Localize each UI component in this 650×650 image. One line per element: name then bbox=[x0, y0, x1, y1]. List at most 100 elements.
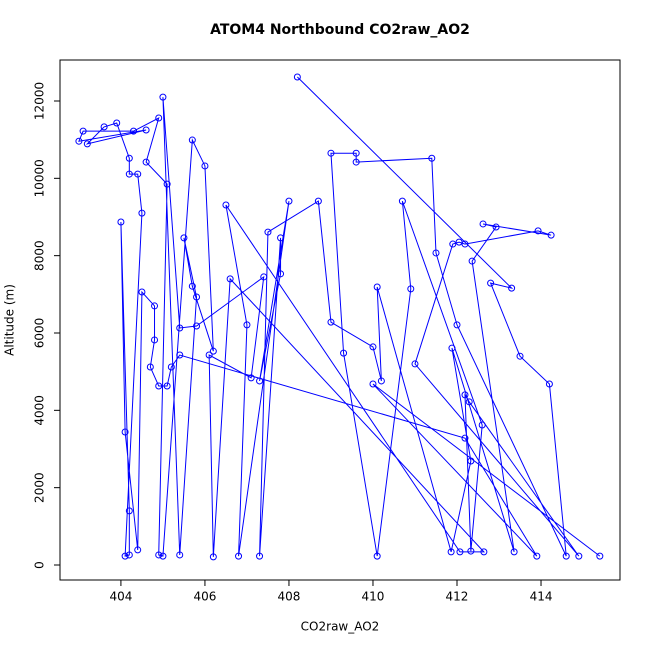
point bbox=[176, 551, 184, 559]
point bbox=[113, 119, 121, 127]
point bbox=[125, 170, 133, 178]
point bbox=[277, 270, 285, 278]
point bbox=[163, 382, 171, 390]
point bbox=[142, 158, 150, 166]
point bbox=[277, 234, 285, 242]
point bbox=[407, 285, 415, 293]
point bbox=[138, 288, 146, 296]
point bbox=[176, 351, 184, 359]
y-tick-label: 6000 bbox=[33, 318, 47, 349]
point bbox=[508, 284, 516, 292]
point bbox=[432, 249, 440, 257]
point bbox=[492, 223, 500, 231]
point bbox=[467, 547, 475, 555]
point bbox=[188, 136, 196, 144]
point bbox=[285, 197, 293, 205]
y-tick-label: 2000 bbox=[33, 472, 47, 503]
point bbox=[327, 149, 335, 157]
point bbox=[151, 302, 159, 310]
x-axis-label: CO2raw_AO2 bbox=[301, 620, 380, 634]
point bbox=[75, 137, 83, 145]
point bbox=[545, 380, 553, 388]
point bbox=[201, 162, 209, 170]
point bbox=[453, 321, 461, 329]
point bbox=[352, 158, 360, 166]
point bbox=[205, 351, 213, 359]
point bbox=[256, 552, 264, 560]
point bbox=[340, 349, 348, 357]
y-tick-label: 10000 bbox=[33, 159, 47, 197]
x-tick-label: 404 bbox=[109, 590, 132, 604]
chart-title: ATOM4 Northbound CO2raw_AO2 bbox=[210, 22, 470, 38]
point bbox=[468, 257, 476, 265]
point bbox=[256, 377, 264, 385]
point bbox=[352, 149, 360, 157]
x-tick-label: 406 bbox=[193, 590, 216, 604]
point bbox=[478, 421, 486, 429]
x-tick-label: 410 bbox=[362, 590, 385, 604]
x-tick-label: 414 bbox=[530, 590, 553, 604]
point bbox=[373, 552, 381, 560]
point bbox=[447, 548, 455, 556]
point bbox=[79, 127, 87, 135]
point bbox=[209, 553, 217, 561]
point bbox=[121, 428, 129, 436]
y-axis-label: Altitude (m) bbox=[3, 284, 17, 356]
point bbox=[151, 336, 159, 344]
point bbox=[534, 227, 542, 235]
point bbox=[398, 197, 406, 205]
point bbox=[510, 548, 518, 556]
point bbox=[411, 360, 419, 368]
point bbox=[243, 321, 251, 329]
point bbox=[293, 73, 301, 81]
y-tick-label: 12000 bbox=[33, 82, 47, 120]
point bbox=[176, 324, 184, 332]
point bbox=[125, 551, 133, 559]
point bbox=[479, 220, 487, 228]
point bbox=[142, 126, 150, 134]
point bbox=[83, 140, 91, 148]
point bbox=[117, 218, 125, 226]
point bbox=[327, 318, 335, 326]
point bbox=[369, 380, 377, 388]
point bbox=[146, 363, 154, 371]
point bbox=[467, 457, 475, 465]
point bbox=[159, 552, 167, 560]
y-tick-label: 4000 bbox=[33, 395, 47, 426]
point bbox=[377, 377, 385, 385]
y-tick-label: 0 bbox=[33, 561, 47, 569]
point bbox=[125, 154, 133, 162]
point bbox=[163, 180, 171, 188]
point bbox=[100, 123, 108, 131]
point bbox=[155, 382, 163, 390]
point bbox=[180, 234, 188, 242]
point bbox=[533, 552, 541, 560]
point bbox=[449, 240, 457, 248]
point bbox=[373, 283, 381, 291]
point bbox=[193, 322, 201, 330]
x-tick-label: 412 bbox=[446, 590, 469, 604]
point bbox=[193, 293, 201, 301]
point bbox=[247, 374, 255, 382]
point bbox=[465, 398, 473, 406]
point bbox=[461, 434, 469, 442]
point bbox=[188, 282, 196, 290]
point bbox=[314, 197, 322, 205]
point bbox=[547, 231, 555, 239]
point bbox=[130, 127, 138, 135]
point bbox=[134, 546, 142, 554]
point bbox=[222, 201, 230, 209]
point bbox=[159, 93, 167, 101]
x-tick-label: 408 bbox=[278, 590, 301, 604]
point bbox=[575, 552, 583, 560]
y-tick-label: 8000 bbox=[33, 240, 47, 271]
point bbox=[235, 552, 243, 560]
point bbox=[480, 548, 488, 556]
point bbox=[448, 344, 456, 352]
point bbox=[461, 240, 469, 248]
point bbox=[487, 279, 495, 287]
point bbox=[138, 209, 146, 217]
point bbox=[596, 552, 604, 560]
